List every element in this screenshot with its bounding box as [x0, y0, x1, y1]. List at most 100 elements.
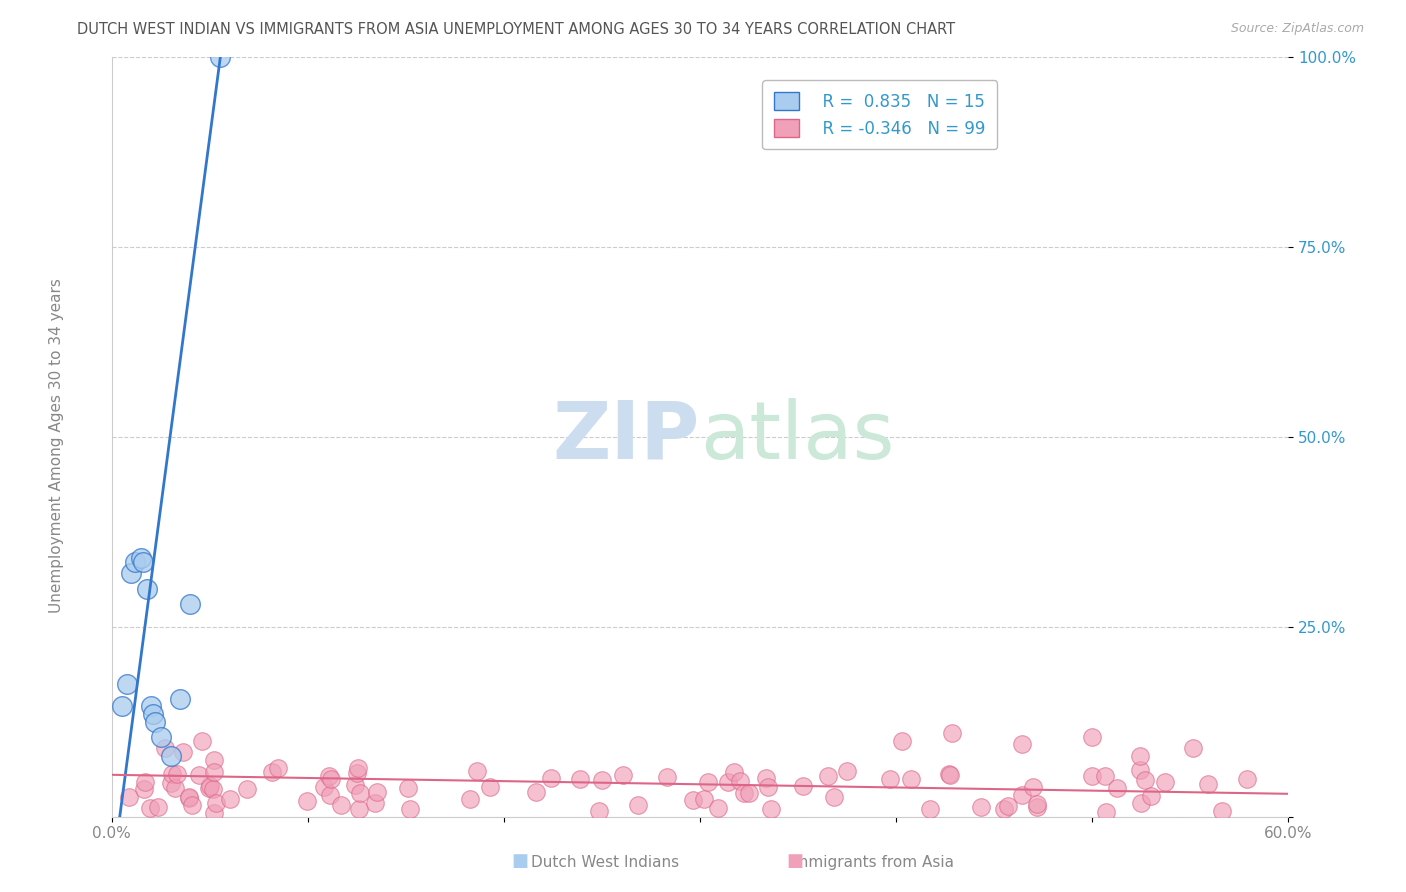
Point: [202, 805, 225, 820]
Point: [1080, 769, 1102, 783]
Point: [179, 791, 201, 805]
Point: [160, 775, 183, 789]
Point: [569, 772, 592, 786]
Point: [188, 768, 211, 782]
Point: [118, 790, 141, 805]
Point: [162, 767, 184, 781]
Point: [900, 772, 922, 786]
Point: [136, 582, 159, 596]
Point: [1011, 788, 1033, 802]
Point: [938, 766, 960, 780]
Point: [696, 775, 718, 789]
Point: [837, 764, 859, 778]
Point: [110, 699, 132, 714]
Point: [1022, 780, 1045, 794]
Point: [117, 676, 139, 690]
Point: [179, 597, 201, 611]
Point: [823, 790, 845, 805]
Point: [165, 780, 187, 795]
Point: [146, 800, 169, 814]
Point: [1094, 805, 1116, 820]
Point: [312, 780, 335, 794]
Point: [733, 786, 755, 800]
Point: [941, 726, 963, 740]
Point: [540, 772, 562, 786]
Point: [465, 764, 488, 778]
Point: [208, 50, 231, 64]
Point: [755, 771, 778, 785]
Point: [267, 761, 290, 775]
Point: [717, 775, 740, 789]
Point: [191, 733, 214, 747]
Text: DUTCH WEST INDIAN VS IMMIGRANTS FROM ASIA UNEMPLOYMENT AMONG AGES 30 TO 34 YEARS: DUTCH WEST INDIAN VS IMMIGRANTS FROM ASI…: [77, 22, 956, 37]
Point: [993, 802, 1015, 816]
Text: Immigrants from Asia: Immigrants from Asia: [789, 855, 955, 870]
Point: [179, 789, 201, 804]
Point: [682, 793, 704, 807]
Point: [970, 800, 993, 814]
Point: [346, 766, 368, 780]
Point: [1133, 773, 1156, 788]
Point: [879, 772, 901, 786]
Point: [526, 785, 548, 799]
Point: [169, 691, 191, 706]
Point: [120, 566, 142, 581]
Point: [1130, 797, 1153, 811]
Text: Dutch West Indians: Dutch West Indians: [530, 855, 679, 870]
Point: [319, 788, 342, 802]
Point: [612, 767, 634, 781]
Point: [458, 792, 481, 806]
Point: [330, 798, 353, 813]
Point: [396, 780, 419, 795]
Point: [204, 797, 226, 811]
Point: [124, 555, 146, 569]
Point: [693, 792, 716, 806]
Point: [890, 733, 912, 747]
Legend:   R =  0.835   N = 15,   R = -0.346   N = 99: R = 0.835 N = 15, R = -0.346 N = 99: [762, 80, 997, 149]
Point: [139, 699, 162, 714]
Point: [204, 764, 226, 779]
Text: Source: ZipAtlas.com: Source: ZipAtlas.com: [1230, 22, 1364, 36]
Point: [817, 769, 839, 783]
Point: [1154, 775, 1177, 789]
Point: [321, 772, 343, 787]
Point: [1197, 777, 1219, 791]
Point: [730, 774, 752, 789]
Text: atlas: atlas: [700, 398, 894, 475]
Text: Unemployment Among Ages 30 to 34 years: Unemployment Among Ages 30 to 34 years: [49, 278, 63, 614]
Point: [139, 801, 162, 815]
Text: ■: ■: [786, 852, 803, 870]
Point: [202, 782, 225, 797]
Point: [627, 798, 650, 813]
Text: ZIP: ZIP: [553, 398, 700, 475]
Point: [197, 780, 219, 795]
Point: [142, 706, 165, 721]
Point: [349, 786, 371, 800]
Point: [343, 779, 366, 793]
Point: [939, 768, 962, 782]
Point: [347, 802, 370, 816]
Point: [295, 794, 318, 808]
Point: [478, 780, 501, 794]
Point: [172, 745, 194, 759]
Point: [1025, 797, 1047, 811]
Point: [759, 802, 782, 816]
Point: [366, 785, 388, 799]
Point: [1025, 800, 1047, 814]
Point: [129, 551, 152, 566]
Point: [792, 779, 814, 793]
Point: [1211, 805, 1233, 819]
Point: [132, 782, 155, 797]
Point: [1182, 741, 1205, 756]
Point: [262, 764, 284, 779]
Point: [134, 775, 156, 789]
Point: [1081, 730, 1104, 744]
Point: [180, 797, 202, 812]
Point: [235, 782, 257, 797]
Point: [997, 799, 1019, 814]
Point: [202, 753, 225, 767]
Point: [218, 792, 240, 806]
Point: [1129, 748, 1152, 763]
Point: [398, 801, 420, 815]
Text: ■: ■: [512, 852, 529, 870]
